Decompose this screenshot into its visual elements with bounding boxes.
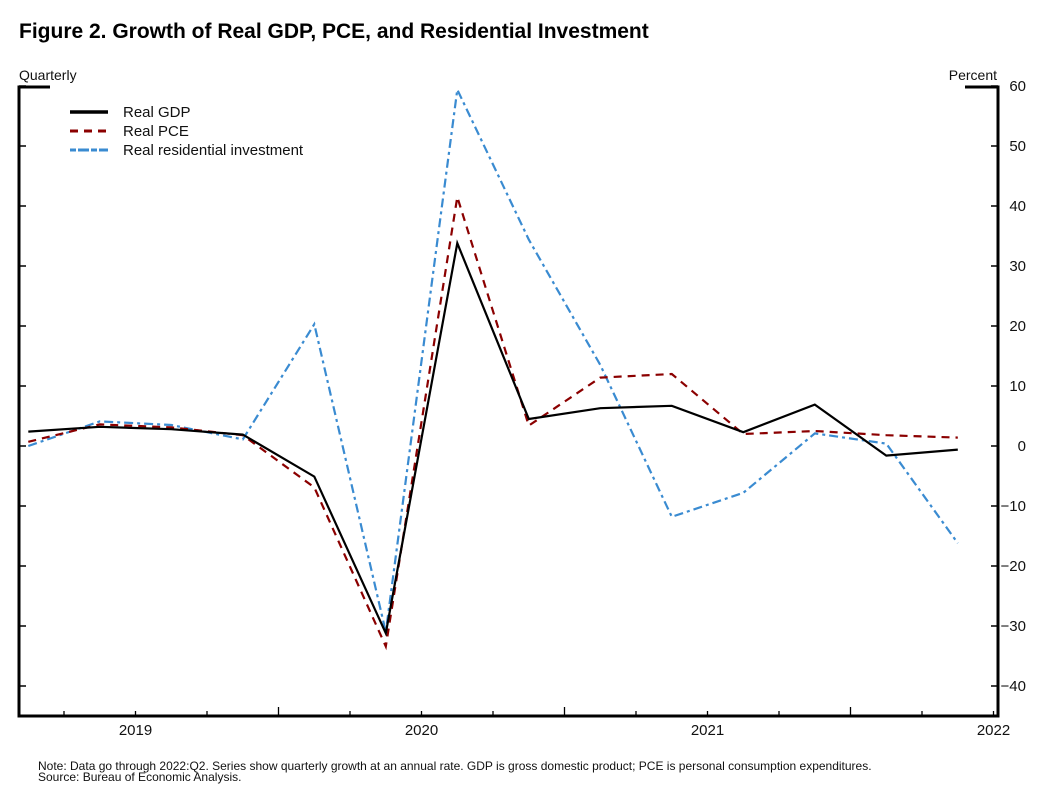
left-axis-label: Quarterly <box>19 67 77 83</box>
note-text: Note: Data go through 2022:Q2. Series sh… <box>38 759 872 773</box>
legend-label: Real GDP <box>123 104 191 121</box>
y-tick-label: 30 <box>1009 258 1026 275</box>
legend: Real GDP Real PCE Real residential investm… <box>70 104 304 159</box>
y-tick-label: −20 <box>1001 558 1026 575</box>
y-axis-label: Percent <box>949 67 997 83</box>
x-tick-label: 2019 <box>119 722 152 739</box>
y-tick-label: 60 <box>1009 78 1026 95</box>
source-text: Source: Bureau of Economic Analysis. <box>38 770 242 784</box>
plot-frame <box>17 85 1000 718</box>
y-tick-label: 10 <box>1009 378 1026 395</box>
series-line-real-pce <box>28 196 958 651</box>
series-line-real-residential-investment <box>27 85 959 633</box>
legend-label: Real PCE <box>123 123 189 140</box>
y-tick-label: 40 <box>1009 198 1026 215</box>
series-lines <box>27 85 959 651</box>
y-tick-label: 50 <box>1009 138 1026 155</box>
legend-label: Real residential investment <box>123 142 304 159</box>
y-tick-label: 20 <box>1009 318 1026 335</box>
series-line-real-gdp <box>28 239 958 637</box>
y-axis: 60 50 40 30 20 10 0 −10 −20 −30 −40 <box>19 78 1026 695</box>
x-tick-label: 2020 <box>405 722 438 739</box>
y-tick-label: −40 <box>1001 678 1026 695</box>
x-tick-label: 2021 <box>691 722 724 739</box>
chart-note: Note: Data go through 2022:Q2. Series sh… <box>38 759 872 784</box>
x-axis: 2019 2020 2021 2022 <box>63 707 1010 739</box>
chart-title: Figure 2. Growth of Real GDP, PCE, and R… <box>19 20 649 43</box>
x-tick-label: 2022 <box>977 722 1010 739</box>
y-tick-label: −30 <box>1001 618 1026 635</box>
y-tick-label: 0 <box>1018 438 1026 455</box>
y-tick-label: −10 <box>1001 498 1026 515</box>
